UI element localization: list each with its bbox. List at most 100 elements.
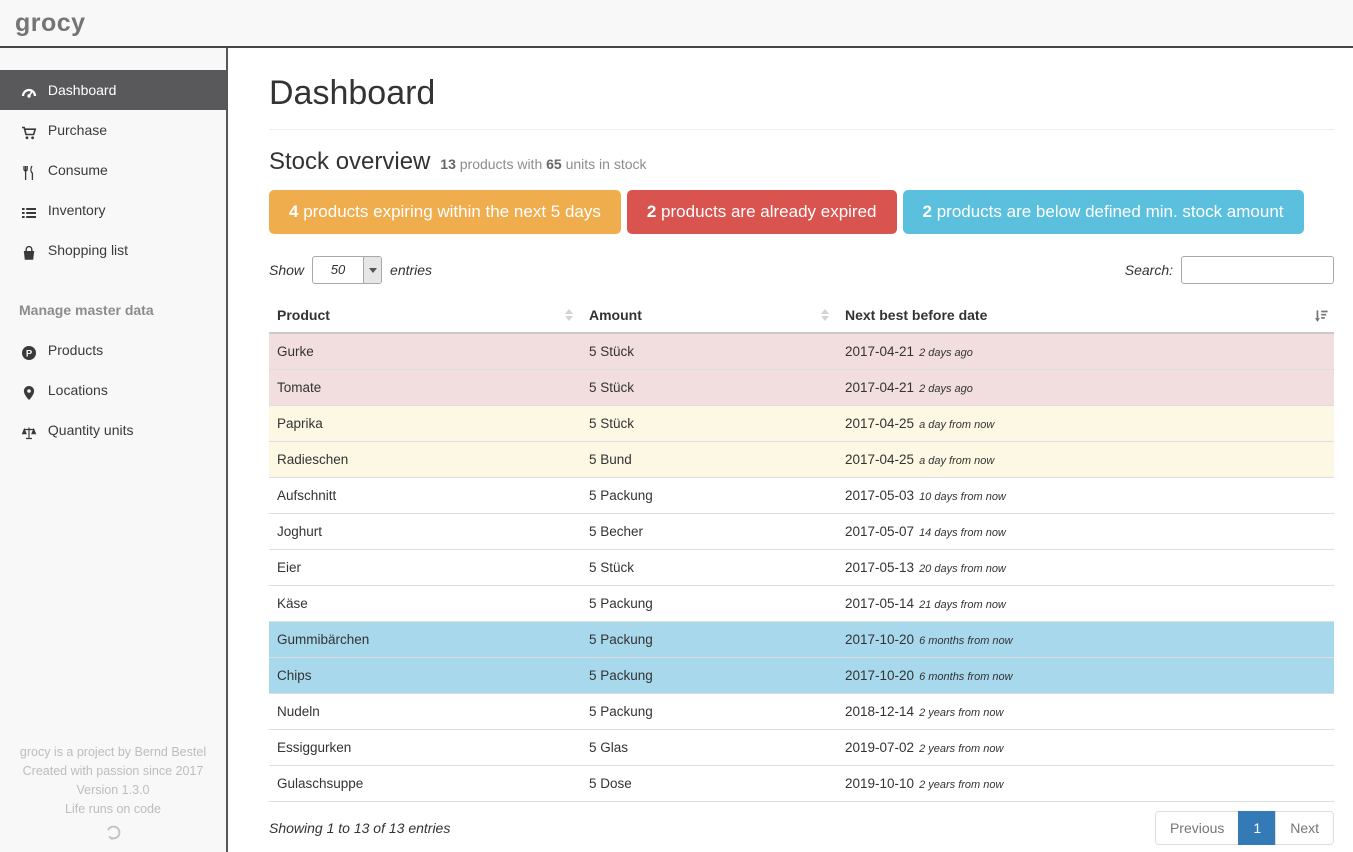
date-value: 2017-04-25 — [845, 452, 915, 467]
sidebar-item-products[interactable]: P Products — [0, 330, 226, 370]
table-row[interactable]: Nudeln 5 Packung 2018-12-14 2 years from no… — [269, 693, 1334, 730]
sidebar-footer: grocy is a project by Bernd Bestel Creat… — [0, 743, 226, 842]
divider — [269, 129, 1334, 130]
time-ago: 2 years from now — [919, 779, 1004, 791]
cell-product: Essiggurken — [269, 729, 581, 766]
cell-amount: 5 Becher — [581, 513, 837, 550]
time-ago: 20 days from now — [919, 563, 1006, 575]
sidebar-item-locations[interactable]: Locations — [0, 370, 226, 410]
product-circle-icon: P — [19, 332, 39, 372]
sort-icon — [565, 309, 573, 321]
table-footer: Showing 1 to 13 of 13 entries Previous 1… — [269, 811, 1334, 845]
cell-amount: 5 Packung — [581, 585, 837, 622]
time-ago: 21 days from now — [919, 599, 1006, 611]
pagination: Previous 1 Next — [1154, 811, 1334, 845]
cell-amount: 5 Dose — [581, 765, 837, 802]
cell-product: Nudeln — [269, 693, 581, 730]
table-row[interactable]: Gulaschsuppe 5 Dose 2019-10-10 2 years from… — [269, 765, 1334, 802]
cell-date: 2017-04-21 2 days ago — [837, 369, 1334, 406]
cell-date: 2017-05-14 21 days from now — [837, 585, 1334, 622]
sidebar-item-quantity-units[interactable]: Quantity units — [0, 410, 226, 450]
cell-amount: 5 Stück — [581, 549, 837, 586]
entries-label: entries — [390, 262, 433, 278]
stock-table: Product Amount Next best before date Gur… — [269, 298, 1334, 802]
app-logo[interactable]: grocy — [15, 9, 86, 37]
footer-line: Version 1.3.0 — [76, 783, 150, 797]
cell-amount: 5 Packung — [581, 657, 837, 694]
table-row[interactable]: Tomate 5 Stück 2017-04-21 2 days ago — [269, 369, 1334, 406]
tachometer-icon — [19, 72, 39, 112]
date-value: 2019-10-10 — [845, 776, 915, 791]
cell-amount: 5 Bund — [581, 441, 837, 478]
alert-text: products expiring within the next 5 days — [298, 202, 601, 221]
entries-select-value: 50 — [330, 262, 346, 277]
map-marker-icon — [19, 372, 39, 412]
stock-summary: 13 products with 65 units in stock — [440, 156, 646, 172]
column-header-product[interactable]: Product — [269, 298, 581, 334]
cell-amount: 5 Stück — [581, 369, 837, 406]
sidebar-item-label: Locations — [47, 382, 108, 398]
table-row[interactable]: Aufschnitt 5 Packung 2017-05-03 10 days fro… — [269, 477, 1334, 514]
alert-badges: 4 products expiring within the next 5 da… — [269, 190, 1334, 234]
table-row[interactable]: Chips 5 Packung 2017-10-20 6 months from no… — [269, 657, 1334, 694]
cell-product: Radieschen — [269, 441, 581, 478]
alert-expired[interactable]: 2 products are already expired — [626, 190, 897, 234]
time-ago: 2 years from now — [919, 743, 1004, 755]
table-row[interactable]: Käse 5 Packung 2017-05-14 21 days from now — [269, 585, 1334, 622]
cell-date: 2018-12-14 2 years from now — [837, 693, 1334, 730]
previous-page-button[interactable]: Previous — [1154, 811, 1240, 845]
date-value: 2017-04-25 — [845, 416, 915, 431]
svg-text:P: P — [26, 349, 33, 360]
search-input[interactable] — [1181, 256, 1334, 284]
column-header-next-best-before-date[interactable]: Next best before date — [837, 298, 1334, 334]
cell-date: 2017-04-25 a day from now — [837, 441, 1334, 478]
github-icon[interactable] — [0, 823, 226, 842]
table-row[interactable]: Radieschen 5 Bund 2017-04-25 a day from now — [269, 441, 1334, 478]
sidebar-item-dashboard[interactable]: Dashboard — [0, 70, 226, 110]
alert-count: 2 — [922, 202, 932, 221]
sidebar-item-label: Inventory — [47, 202, 106, 218]
section-title: Stock overview — [269, 148, 431, 175]
table-row[interactable]: Gurke 5 Stück 2017-04-21 2 days ago — [269, 332, 1334, 370]
sort-icon — [821, 309, 829, 321]
table-row[interactable]: Essiggurken 5 Glas 2019-07-02 2 years from … — [269, 729, 1334, 766]
alert-expiring-soon[interactable]: 4 products expiring within the next 5 da… — [269, 190, 621, 234]
cell-date: 2019-10-10 2 years from now — [837, 765, 1334, 802]
page-1-button[interactable]: 1 — [1238, 811, 1277, 845]
cell-amount: 5 Stück — [581, 332, 837, 370]
cell-date: 2017-05-13 20 days from now — [837, 549, 1334, 586]
sidebar-item-inventory[interactable]: Inventory — [0, 190, 226, 230]
table-row[interactable]: Gummibärchen 5 Packung 2017-10-20 6 months … — [269, 621, 1334, 658]
sidebar-item-consume[interactable]: Consume — [0, 150, 226, 190]
cell-amount: 5 Packung — [581, 621, 837, 658]
table-row[interactable]: Eier 5 Stück 2017-05-13 20 days from now — [269, 549, 1334, 586]
column-header-label: Product — [277, 307, 330, 323]
utensils-icon — [19, 152, 39, 192]
date-value: 2017-04-21 — [845, 380, 915, 395]
time-ago: 2 years from now — [919, 707, 1004, 719]
cell-date: 2017-04-25 a day from now — [837, 405, 1334, 442]
sidebar-item-purchase[interactable]: Purchase — [0, 110, 226, 150]
table-row[interactable]: Paprika 5 Stück 2017-04-25 a day from now — [269, 405, 1334, 442]
entries-select[interactable]: 50 — [312, 256, 383, 284]
column-header-label: Next best before date — [845, 307, 988, 323]
table-row[interactable]: Joghurt 5 Becher 2017-05-07 14 days from no… — [269, 513, 1334, 550]
cell-product: Gulaschsuppe — [269, 765, 581, 802]
sidebar-item-shopping-list[interactable]: Shopping list — [0, 230, 226, 270]
date-value: 2018-12-14 — [845, 704, 915, 719]
balance-scale-icon — [19, 412, 39, 452]
cell-product: Aufschnitt — [269, 477, 581, 514]
time-ago: 6 months from now — [919, 671, 1013, 683]
time-ago: a day from now — [919, 455, 995, 467]
column-header-amount[interactable]: Amount — [581, 298, 837, 334]
sort-ascending-icon — [1314, 307, 1328, 323]
sidebar-item-label: Shopping list — [47, 242, 129, 258]
time-ago: 2 days ago — [919, 347, 973, 359]
date-value: 2017-10-20 — [845, 632, 915, 647]
products-count: 13 — [440, 156, 456, 172]
page-title: Dashboard — [269, 74, 436, 112]
footer-line: grocy is a project by Bernd Bestel — [19, 745, 207, 759]
show-label: Show — [269, 262, 305, 278]
next-page-button[interactable]: Next — [1275, 811, 1334, 845]
alert-below-min-stock[interactable]: 2 products are below defined min. stock … — [902, 190, 1304, 234]
